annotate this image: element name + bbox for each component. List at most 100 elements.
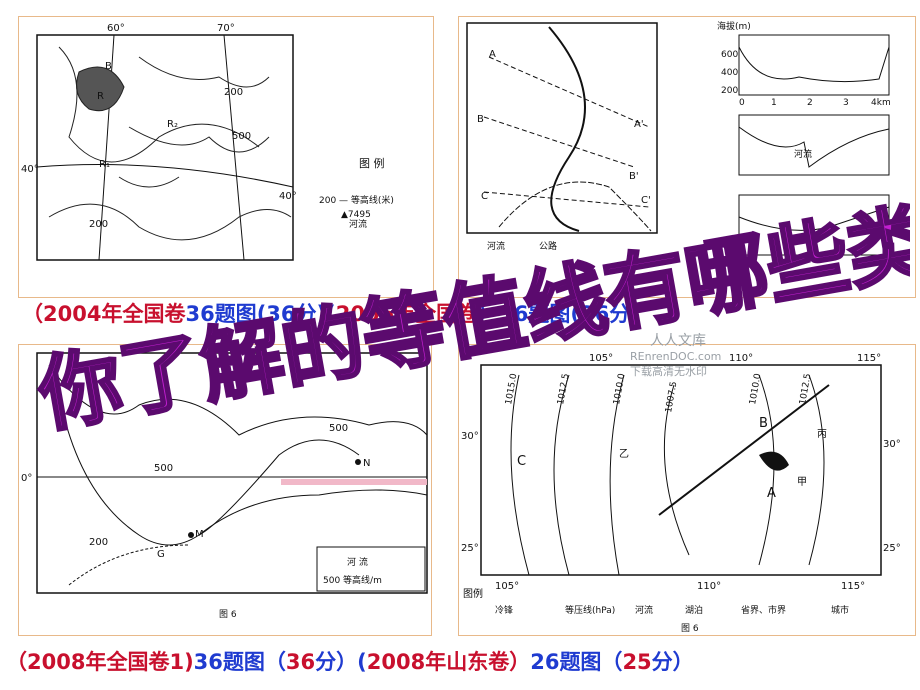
legend-item: 省界、市界 <box>741 604 786 616</box>
legend-road: 公路 <box>539 240 557 252</box>
caption-part: 36题图 <box>185 302 257 326</box>
caption-part: (36分) <box>570 302 640 326</box>
isobar-label: 1012.5 <box>798 373 813 406</box>
figure-label: 图 6 <box>681 623 699 634</box>
legend-item: 河流 <box>635 604 653 616</box>
weather-map-bottom-right: 105° 110° 115° 30° 30° 25° 25° 105° 110°… <box>461 353 901 634</box>
map-label: G <box>157 549 165 560</box>
caption-part: 1) <box>169 650 194 674</box>
map-label: R₂ <box>167 119 178 130</box>
tick-label: 105° <box>495 581 519 592</box>
watermark: 人人文库 REnrenDOC.com 下载高清无水印 <box>630 330 721 379</box>
legend-item: 城市 <box>831 604 849 616</box>
legend: 图例 冷锋 等压线(hPa) 河流 湖泊 省界、市界 城市 <box>463 587 849 616</box>
tick-label: 30° <box>461 431 479 442</box>
tick-label: 25° <box>461 543 479 554</box>
axis-tick: 400 <box>721 68 738 78</box>
tick-label: 0° <box>21 473 32 484</box>
tick-label: 110° <box>697 581 721 592</box>
caption-part: 2004 <box>43 302 102 326</box>
pressure-label: C <box>517 454 526 469</box>
tick-label: 60° <box>107 23 125 34</box>
tick-label: 30° <box>883 439 901 450</box>
tick-label: 110° <box>729 353 753 364</box>
point-m <box>188 532 194 538</box>
map-panel-bottom-left: 0° 500 500 N M G 200 河 流 500 等高线/m 图 6 <box>18 344 432 636</box>
caption-part: ） <box>478 302 500 326</box>
map-panel-top-right: A A' B B' C C' 河流 公路 海拔(m) 600 400 200 河… <box>458 16 916 298</box>
contour-map-top-left: 60° 70° 40° 40° 200 200 500 R R₁ R₂ B 图 … <box>21 23 394 261</box>
legend-item: 湖泊 <box>685 605 703 616</box>
tick-label: 115° <box>841 581 865 592</box>
pressure-label: A <box>767 486 776 501</box>
contour-map-bottom-left: 0° 500 500 N M G 200 河 流 500 等高线/m 图 6 <box>21 352 428 620</box>
tick-label: 105° <box>589 353 613 364</box>
contour-label: 500 <box>154 463 173 474</box>
profile-charts: 海拔(m) 600 400 200 河流 0 1 2 3 4km <box>717 20 891 256</box>
watermark-line2: 下载高清无水印 <box>630 365 707 378</box>
tick-label: 70° <box>217 23 235 34</box>
caption-part: 36题图（ <box>193 650 286 674</box>
profile-river-label: 河流 <box>794 148 812 160</box>
map-label: B <box>105 61 112 72</box>
caption-part: ( <box>357 650 367 674</box>
axis-tick: 200 <box>721 86 738 96</box>
caption-part: （ <box>22 302 43 326</box>
legend-river: 河流 <box>487 240 505 252</box>
caption-part: 2006 <box>335 302 395 326</box>
map-label: N <box>363 458 370 469</box>
isobar-label: 1007.5 <box>664 381 679 414</box>
map-label: A' <box>634 119 644 130</box>
contour-label: 200 <box>89 219 108 230</box>
axis-tick: 600 <box>721 50 738 60</box>
isobar-label: 1012.5 <box>556 373 571 406</box>
caption-part: 36 <box>285 650 316 674</box>
caption-bottom: （2008年全国卷1)36题图（36分）(2008年山东卷）26题图（25分） <box>6 646 694 676</box>
axis-tick: 4km <box>871 98 891 108</box>
caption-part: 25 <box>622 650 652 674</box>
route-map-top-right: A A' B B' C C' 河流 公路 海拔(m) 600 400 200 河… <box>466 20 891 256</box>
legend-river: 河流 <box>349 218 367 230</box>
legend-item: 等压线(hPa) <box>565 604 615 616</box>
map-label: B <box>477 114 484 125</box>
legend-title: 图 例 <box>359 156 385 170</box>
isobar-label: 1010.0 <box>748 373 763 406</box>
axis-tick: 1 <box>771 98 777 108</box>
caption-top: （2004年全国卷36题图(36分)(2006年全国卷）36题图(36分) <box>22 298 640 328</box>
watermark-brand: 人人文库 <box>650 333 706 349</box>
tick-label: 40° <box>21 164 39 175</box>
isobar-label: 1010.0 <box>612 373 627 406</box>
contour-label: 500 <box>329 423 348 434</box>
axis-tick: 3 <box>843 98 849 108</box>
point-n <box>355 459 361 465</box>
caption-part: 题图（ <box>559 650 623 674</box>
caption-part: ( <box>326 302 336 326</box>
map-label: B' <box>629 171 639 182</box>
contour-label: 500 <box>232 131 251 142</box>
caption-part: 26 <box>530 650 560 674</box>
map-label: R <box>97 91 104 102</box>
city-label: 乙 <box>619 448 629 460</box>
caption-part: 分） <box>315 650 358 674</box>
contour-label: 200 <box>89 537 108 548</box>
map-label: M <box>195 529 204 540</box>
tick-label: 115° <box>857 353 881 364</box>
contour-label: 200 <box>224 87 243 98</box>
legend-contour: 200 — 等高线(米) <box>319 194 394 206</box>
city-label: 丙 <box>817 429 827 440</box>
map-label: C <box>481 191 488 202</box>
map-label: C' <box>641 195 651 206</box>
caption-part: 年全国卷 <box>394 302 479 326</box>
caption-part: 2008 <box>366 650 426 674</box>
legend-title: 图例 <box>463 587 483 600</box>
caption-part: 分） <box>651 650 694 674</box>
pressure-label: B <box>759 416 768 431</box>
watermark-line1: REnrenDOC.com <box>630 350 722 363</box>
axis-label: 海拔(m) <box>717 20 751 32</box>
legend-river: 河 流 <box>347 556 368 568</box>
caption-part: 年山东卷） <box>425 650 531 674</box>
caption-part: 36题图 <box>499 302 571 326</box>
legend-item: 冷锋 <box>495 604 513 616</box>
isobar-label: 1015.0 <box>504 373 519 406</box>
tick-label: 40° <box>279 191 297 202</box>
